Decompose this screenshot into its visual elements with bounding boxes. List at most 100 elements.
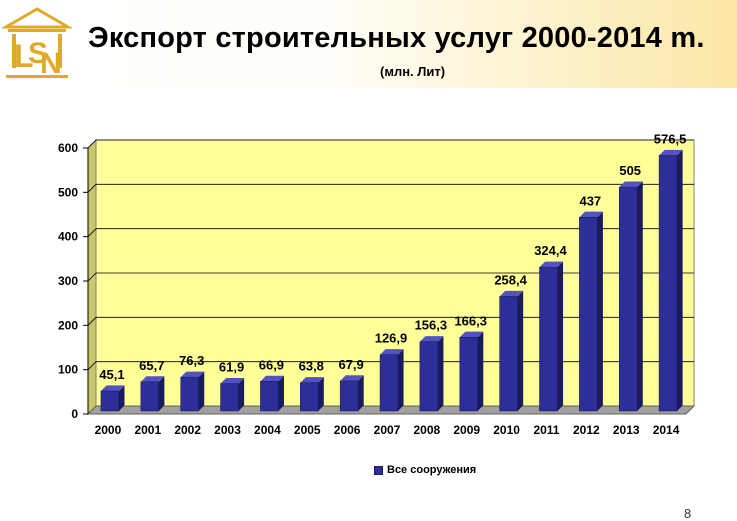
bar-front xyxy=(339,380,359,412)
bar-top xyxy=(619,181,643,188)
bar-side xyxy=(597,211,603,411)
gridline xyxy=(87,272,694,282)
gridlines xyxy=(87,139,694,370)
x-tick-label-2003: 2003 xyxy=(214,423,241,437)
x-tick-label-2012: 2012 xyxy=(573,423,600,437)
legend-label: Все сооружения xyxy=(387,464,477,476)
data-label-2004: 66,9 xyxy=(259,357,284,372)
y-tick-label: 0 xyxy=(71,407,78,421)
gridline xyxy=(87,228,694,237)
data-label-2012: 437 xyxy=(579,193,601,208)
bar-top xyxy=(220,377,245,384)
bar-front xyxy=(379,354,399,412)
bar-top xyxy=(459,331,484,338)
bar-side xyxy=(557,261,564,411)
bar-front xyxy=(100,390,120,412)
bar-top xyxy=(140,376,165,382)
bar-side xyxy=(158,376,165,411)
x-tick-label-2010: 2010 xyxy=(493,423,520,437)
gridline xyxy=(87,361,694,370)
bar-2014 xyxy=(658,149,683,412)
x-tick-label-2014: 2014 xyxy=(653,423,680,437)
bar-2011 xyxy=(539,261,564,412)
y-tick-label: 400 xyxy=(58,230,78,244)
bar-front xyxy=(140,381,160,412)
bar-front xyxy=(419,341,439,412)
gridline xyxy=(87,183,694,193)
bar-side xyxy=(637,181,643,411)
bar-front xyxy=(658,155,678,412)
bar-side xyxy=(437,336,444,411)
bar-2004 xyxy=(260,375,284,412)
bar-chart: 0 100 200 300 400 500 600 45,1 65,7 76,3 61,9 66,9… xyxy=(58,131,696,437)
legend-swatch xyxy=(374,465,383,475)
legend: Все сооружения xyxy=(374,464,476,476)
x-tick-label-2002: 2002 xyxy=(174,423,201,437)
bar-top xyxy=(300,377,324,383)
data-label-2006: 67,9 xyxy=(338,357,363,372)
bar-2005 xyxy=(300,377,324,412)
x-tick-label-2006: 2006 xyxy=(334,423,361,437)
bar-front xyxy=(459,337,478,412)
x-tick-label-2001: 2001 xyxy=(134,423,161,437)
x-tick-label-2008: 2008 xyxy=(414,423,441,437)
bar-2012 xyxy=(579,211,603,412)
y-tick-label: 600 xyxy=(58,141,78,155)
bar-top xyxy=(100,385,125,392)
bar-top xyxy=(659,149,683,156)
data-label-2003: 61,9 xyxy=(219,360,244,375)
data-label-2009: 166,3 xyxy=(454,313,487,328)
bar-2010 xyxy=(499,290,524,412)
x-tick-label-2007: 2007 xyxy=(374,423,401,437)
x-tick-label-2013: 2013 xyxy=(613,423,640,437)
bar-2006 xyxy=(339,375,364,412)
bar-top xyxy=(180,371,205,378)
bar-front xyxy=(220,383,239,412)
data-labels: 45,1 65,7 76,3 61,9 66,9 63,8 67,9 126,9 156,3 16… xyxy=(99,131,686,382)
y-axis: 0 100 200 300 400 500 600 xyxy=(58,141,89,421)
bar-side xyxy=(278,375,284,411)
data-label-2010: 258,4 xyxy=(494,272,527,287)
header-band xyxy=(0,0,737,88)
bar-2002 xyxy=(180,371,205,412)
lsn-temple-logo-icon: L S N xyxy=(2,7,72,80)
x-tick-label-2005: 2005 xyxy=(294,423,321,437)
bar-side xyxy=(397,349,404,411)
x-tick-label-2004: 2004 xyxy=(254,423,281,437)
bar-front xyxy=(180,376,199,412)
y-tick-label: 100 xyxy=(58,363,78,377)
bar-side xyxy=(118,385,125,411)
page-number: 8 xyxy=(684,506,692,521)
bar-2008 xyxy=(419,336,444,412)
bar-2000 xyxy=(100,385,125,412)
bar-side xyxy=(198,371,205,411)
bar-2001 xyxy=(140,376,165,412)
bar-front xyxy=(300,382,319,412)
bar-side xyxy=(477,331,484,411)
bar-front xyxy=(539,266,558,412)
page-title: Экспорт строительных услуг 2000-2014 m. xyxy=(88,22,705,54)
bar-front xyxy=(499,296,518,412)
bar-2013 xyxy=(618,181,643,412)
bar-front xyxy=(618,186,638,412)
svg-text:N: N xyxy=(40,47,62,80)
data-label-2014: 576,5 xyxy=(654,131,687,146)
bar-top xyxy=(539,261,564,268)
data-label-2000: 45,1 xyxy=(99,367,124,382)
bar-side xyxy=(677,149,683,411)
data-label-2013: 505 xyxy=(619,163,641,178)
data-label-2011: 324,4 xyxy=(534,243,567,258)
gridline xyxy=(87,139,694,149)
svg-text:L: L xyxy=(14,38,34,74)
bar-2003 xyxy=(220,377,245,412)
data-label-2001: 65,7 xyxy=(139,358,164,373)
bar-side xyxy=(517,290,524,411)
x-tick-label-2009: 2009 xyxy=(453,423,480,437)
bar-top xyxy=(380,349,404,355)
bar-top xyxy=(499,290,524,297)
y-tick-label: 500 xyxy=(58,185,78,199)
bar-top xyxy=(260,375,284,382)
gridline xyxy=(87,316,694,326)
bars xyxy=(100,149,683,412)
svg-text:S: S xyxy=(28,37,48,70)
